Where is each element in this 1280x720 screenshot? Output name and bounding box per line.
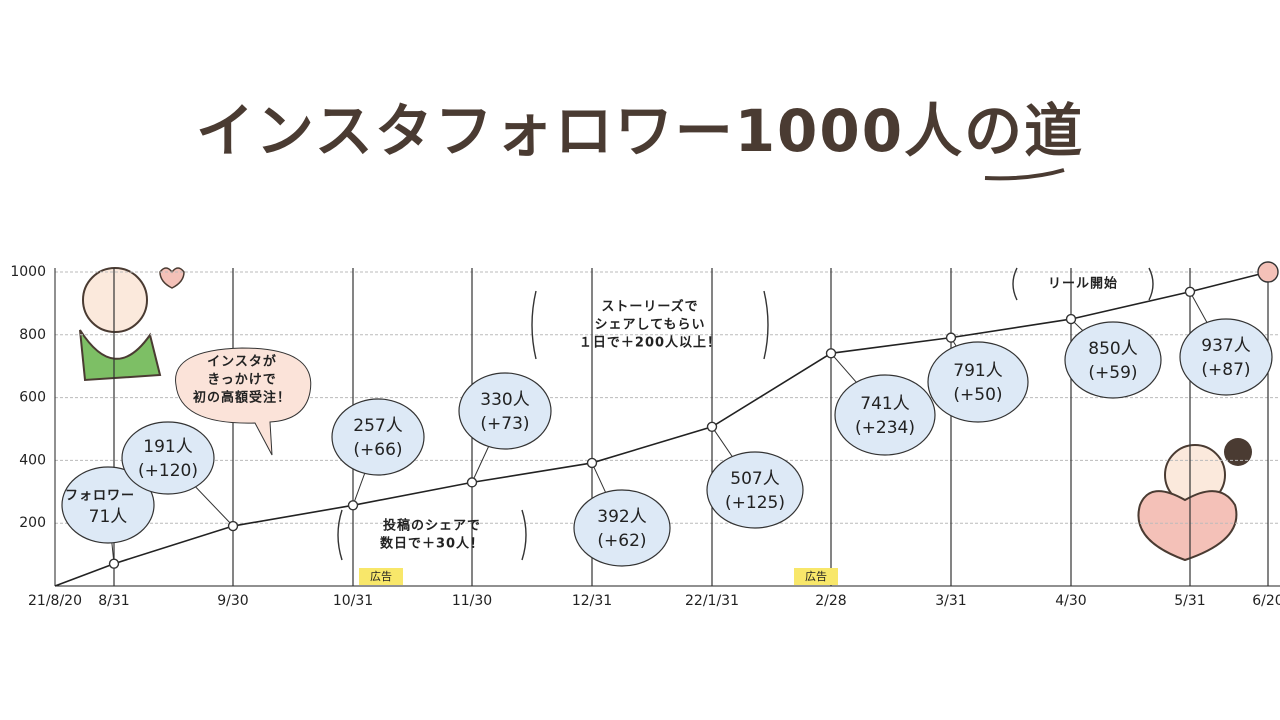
value-label: 392人	[597, 507, 646, 527]
gain-label: (+73)	[480, 414, 529, 434]
brace	[531, 290, 537, 360]
speech-bubble	[175, 347, 312, 456]
value-label: 191人	[143, 437, 192, 457]
x-tick-label: 22/1/31	[685, 593, 739, 609]
gain-label: (+125)	[725, 493, 785, 513]
value-label: 850人	[1088, 339, 1137, 359]
x-tick-label: 11/30	[452, 593, 492, 609]
line	[54, 271, 1269, 587]
bubble	[121, 421, 215, 495]
x-tick-label: 12/31	[572, 593, 612, 609]
brace	[521, 509, 527, 561]
point	[1065, 313, 1077, 325]
heart	[159, 267, 185, 289]
annotation: １日で＋200人以上！	[579, 335, 721, 351]
annotation: 広告	[805, 570, 827, 583]
point	[466, 477, 478, 488]
x-tick-label: 8/31	[98, 593, 129, 609]
value-label: 257人	[353, 416, 402, 436]
title-flourish	[984, 168, 1065, 181]
chart-title: インスタフォロワー1000人の道	[196, 97, 1084, 165]
point	[586, 457, 598, 469]
value-label: 791人	[953, 361, 1002, 381]
gain-label: (+234)	[855, 418, 915, 438]
gain-label: (+87)	[1201, 360, 1250, 380]
bubble	[834, 374, 936, 456]
value-label: 741人	[860, 394, 909, 414]
x-tick-label: 21/8/20	[28, 593, 82, 609]
x-tick-label: 9/30	[217, 593, 248, 609]
decor-right	[1137, 438, 1252, 562]
brace	[1012, 267, 1018, 301]
hair-bun	[1224, 438, 1252, 466]
brace	[1148, 267, 1154, 301]
x-tick-label: 4/30	[1055, 593, 1086, 609]
annotation: ストーリーズで	[601, 299, 698, 315]
annotation: 広告	[370, 570, 392, 583]
point	[945, 332, 957, 343]
annotation: 投稿のシェアで	[383, 518, 481, 534]
gain-label: (+66)	[353, 440, 402, 460]
value-label: 71人	[89, 507, 128, 527]
x-tick-label: 6/20	[1252, 593, 1280, 609]
point	[347, 500, 359, 511]
x-tick-label: 10/31	[333, 593, 373, 609]
point	[706, 421, 718, 433]
brace	[337, 509, 343, 561]
value-label: 507人	[730, 469, 779, 489]
value-label: 330人	[480, 390, 529, 410]
y-tick-label: 800	[19, 327, 46, 343]
bubble	[1179, 318, 1273, 396]
annotation: きっかけで	[207, 373, 276, 388]
y-tick-label: 1000	[10, 264, 46, 280]
bubble	[458, 372, 552, 450]
point	[1184, 286, 1196, 297]
y-tick-label: 400	[19, 452, 46, 468]
annotation: 初の高額受注！	[193, 390, 291, 406]
bubble	[61, 466, 155, 544]
annotation: 数日で＋30人！	[380, 536, 484, 552]
brace	[763, 290, 769, 360]
annotation: シェアしてもらい	[595, 318, 706, 333]
bubble	[1064, 321, 1162, 399]
annotation: インスタが	[207, 354, 277, 370]
body	[79, 329, 162, 382]
annotation: リール開始	[1048, 276, 1118, 292]
ad-tag	[359, 568, 403, 585]
bubble	[706, 451, 804, 529]
gain-label: (+59)	[1088, 363, 1137, 383]
point	[825, 348, 837, 359]
decor-left	[79, 267, 185, 382]
gain-label: (+120)	[138, 461, 198, 481]
face	[82, 267, 148, 333]
annotation: フォロワー	[65, 489, 135, 504]
bubble	[331, 398, 425, 476]
point	[227, 520, 239, 532]
point	[108, 558, 120, 569]
x-tick-label: 5/31	[1174, 593, 1205, 609]
y-tick-label: 200	[19, 515, 46, 531]
gain-label: (+62)	[597, 531, 646, 551]
point	[1257, 261, 1279, 283]
x-tick-label: 2/28	[815, 593, 846, 609]
value-label: 937人	[1201, 336, 1250, 356]
bubble	[573, 489, 671, 567]
y-tick-label: 600	[19, 390, 46, 406]
heart	[1137, 490, 1238, 562]
bubble	[927, 341, 1029, 423]
x-tick-label: 3/31	[935, 593, 966, 609]
ad-tag	[794, 568, 838, 585]
gain-label: (+50)	[953, 385, 1002, 405]
